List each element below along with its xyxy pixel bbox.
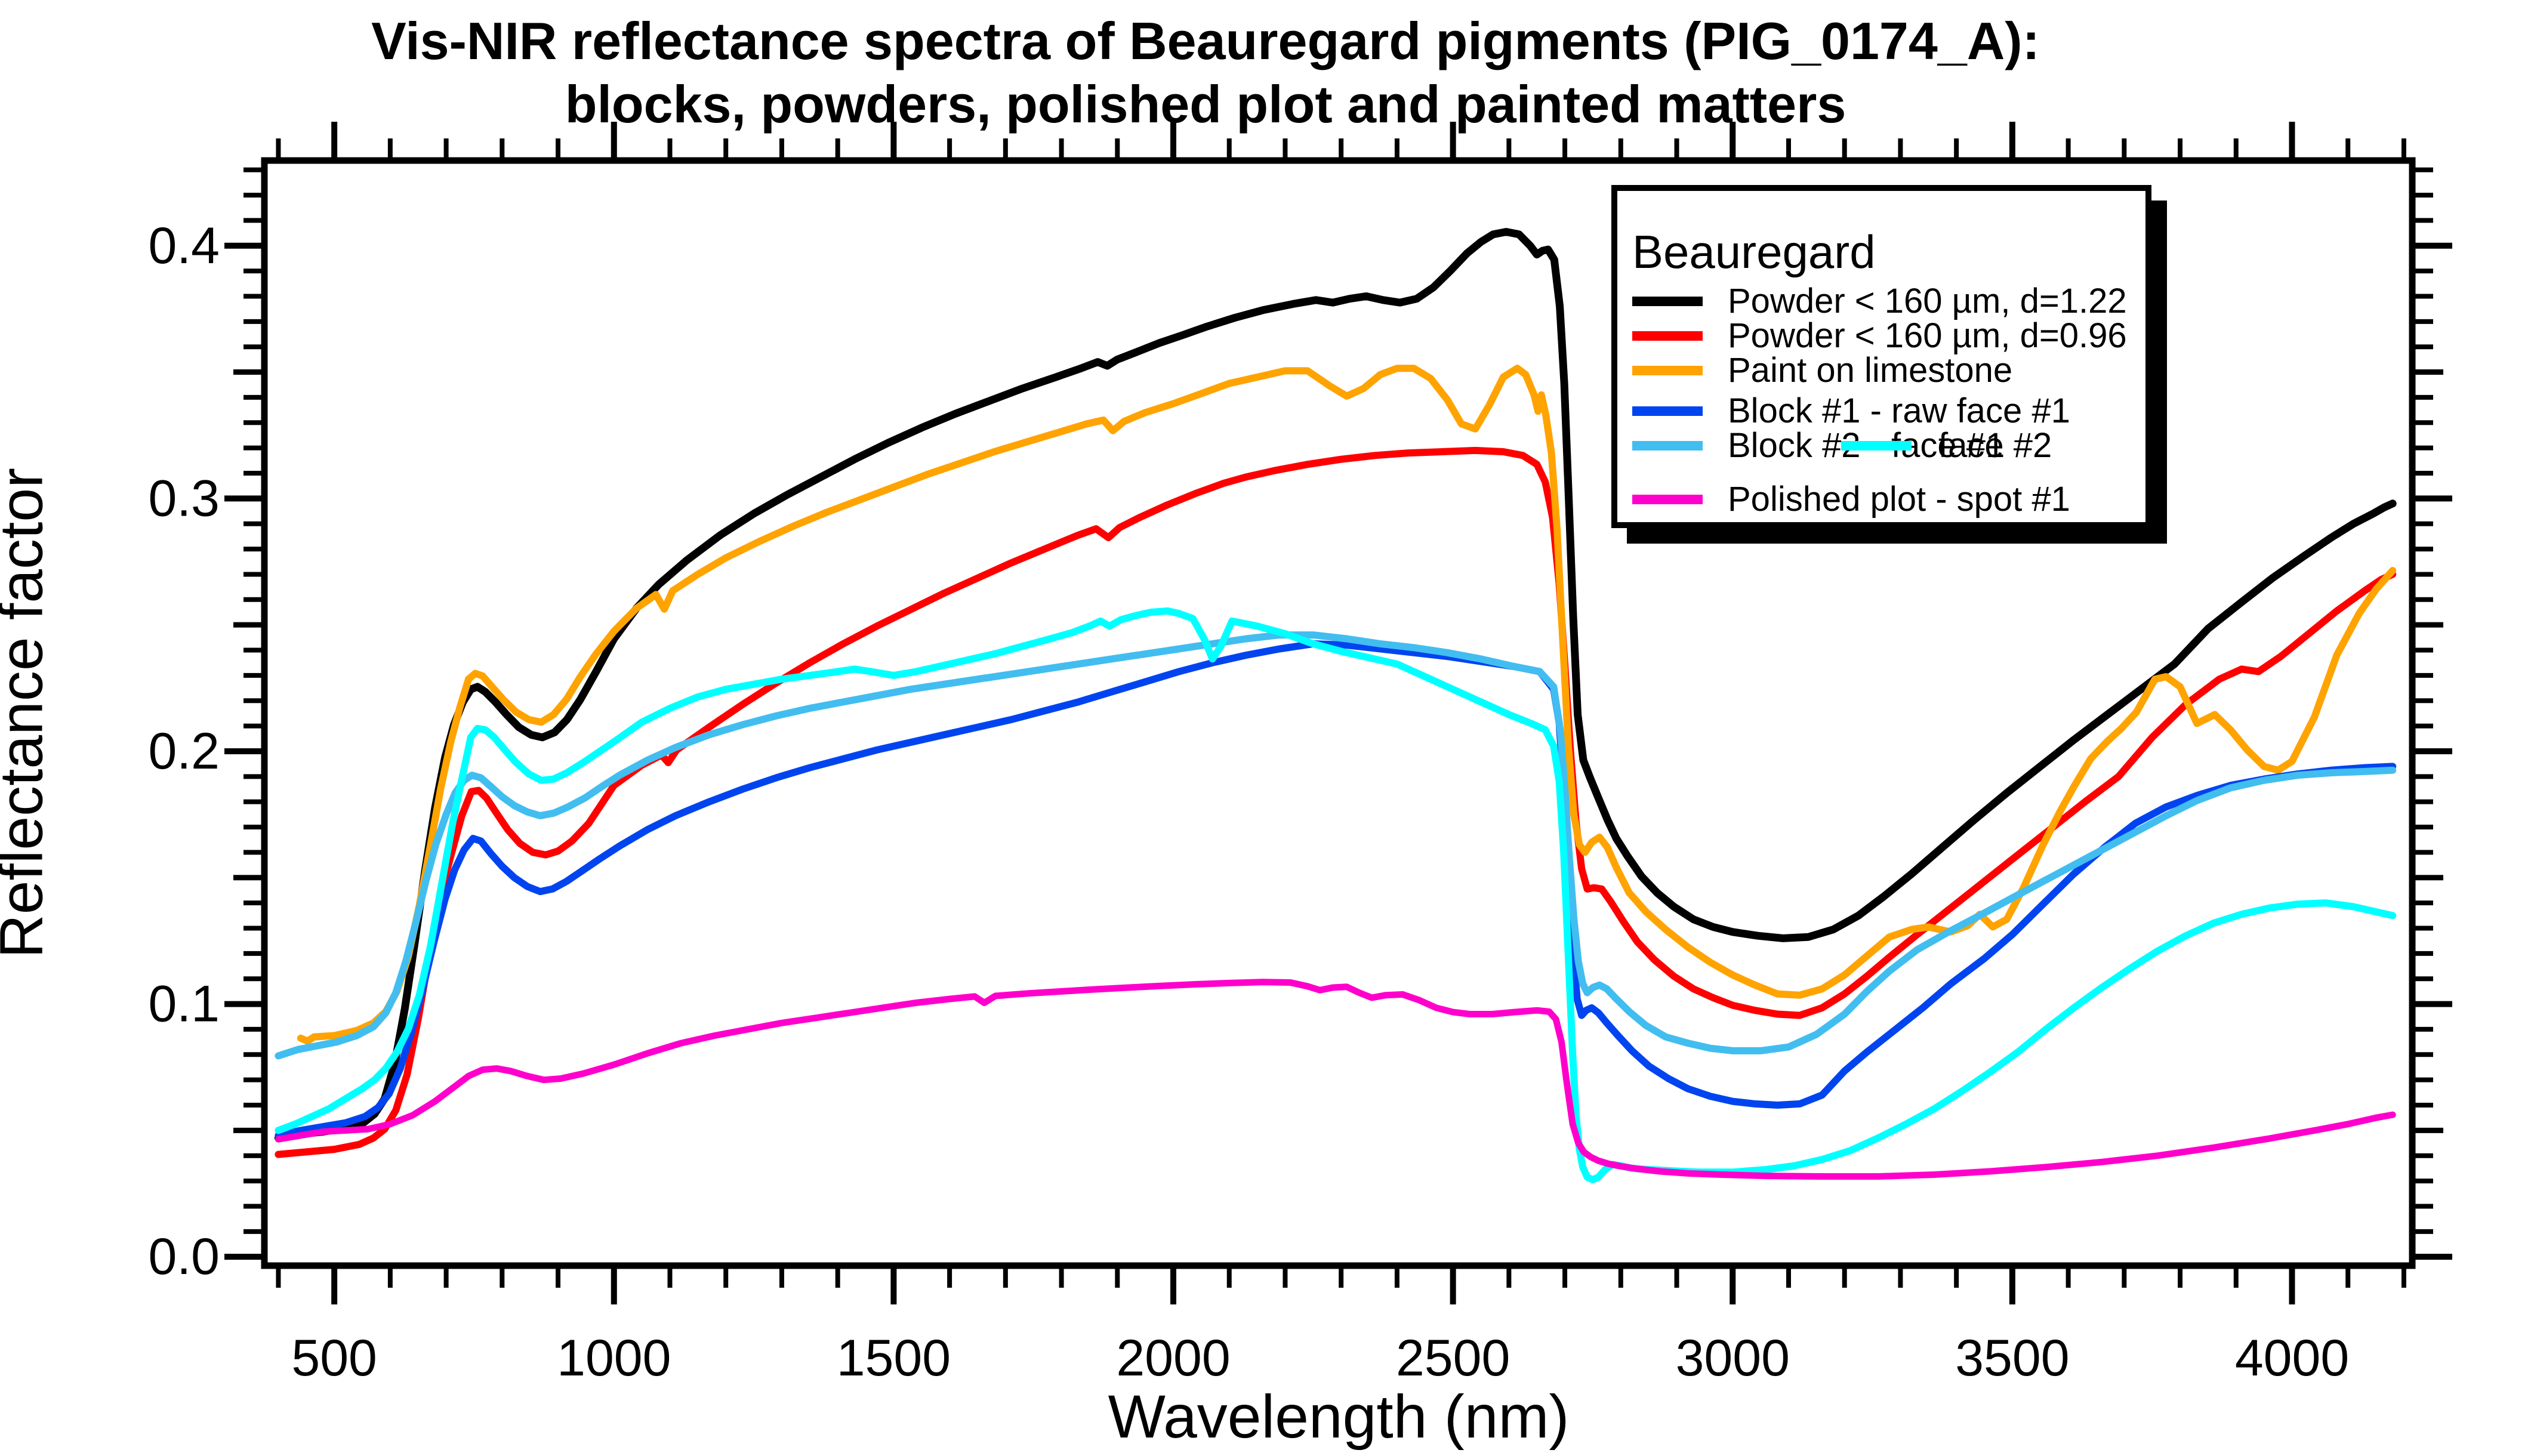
y-axis-label: Reflectance factor xyxy=(0,467,56,959)
legend-swatch-block2_face1 xyxy=(1632,441,1703,451)
curve-polished_plot_spot1 xyxy=(275,979,2396,1180)
legend-label-polished_plot_spot1: Polished plot - spot #1 xyxy=(1728,480,2070,519)
curve-block2_face1 xyxy=(275,631,2397,1060)
plot-frame xyxy=(261,157,2416,1269)
y-tick-label: 0.1 xyxy=(148,976,220,1033)
y-tick-label: 0.4 xyxy=(148,217,220,274)
chart-title: Vis-NIR reflectance spectra of Beauregar… xyxy=(371,10,2040,136)
legend-swatch-powder_d122 xyxy=(1632,297,1703,306)
legend-swatch-powder_d096 xyxy=(1632,331,1703,341)
legend-swatch-paint_on_limestone xyxy=(1632,366,1703,375)
legend-label-powder_d096: Powder < 160 µm, d=0.96 xyxy=(1728,316,2127,355)
curve-block1_raw_face1 xyxy=(275,640,2397,1139)
y-tick-label: 0.0 xyxy=(148,1228,220,1285)
legend-label-block1_raw_face1: Block #1 - raw face #1 xyxy=(1728,391,2070,430)
x-tick-label: 3500 xyxy=(1955,1329,2069,1387)
x-tick-label: 4000 xyxy=(2235,1329,2349,1387)
legend-label-block2_face2: face #2 xyxy=(1938,426,2052,465)
legend-label-powder_d122: Powder < 160 µm, d=1.22 xyxy=(1728,282,2127,320)
legend-swatch-polished_plot_spot1 xyxy=(1632,495,1703,504)
chart-title-line2: blocks, powders, polished plot and paint… xyxy=(565,75,1846,134)
y-tick-label: 0.3 xyxy=(148,470,220,527)
x-tick-label: 2500 xyxy=(1396,1329,1510,1387)
x-tick-label: 3000 xyxy=(1676,1329,1790,1387)
x-tick-label: 1000 xyxy=(557,1329,671,1387)
curve-block2_face2 xyxy=(275,607,2397,1183)
curve-powder_d122 xyxy=(274,228,2397,1142)
x-tick-label: 2000 xyxy=(1116,1329,1230,1387)
x-tick-label: 1500 xyxy=(837,1329,951,1387)
x-tick-label: 500 xyxy=(291,1329,377,1387)
y-tick-label: 0.2 xyxy=(148,723,220,780)
curve-powder_d096 xyxy=(275,446,2397,1158)
curve-paint_on_limestone xyxy=(297,365,2397,1045)
chart-title-line1: Vis-NIR reflectance spectra of Beauregar… xyxy=(371,11,2040,70)
legend-label-paint_on_limestone: Paint on limestone xyxy=(1728,351,2013,390)
legend-title: Beauregard xyxy=(1632,226,1876,278)
legend-swatch-block2_face2 xyxy=(1841,441,1912,451)
legend-swatch-block1_raw_face1 xyxy=(1632,406,1703,416)
legend: Beauregard Powder < 160 µm, d=1.22 Powder… xyxy=(1611,185,2151,528)
x-axis-label: Wavelength (nm) xyxy=(1108,1383,1570,1451)
